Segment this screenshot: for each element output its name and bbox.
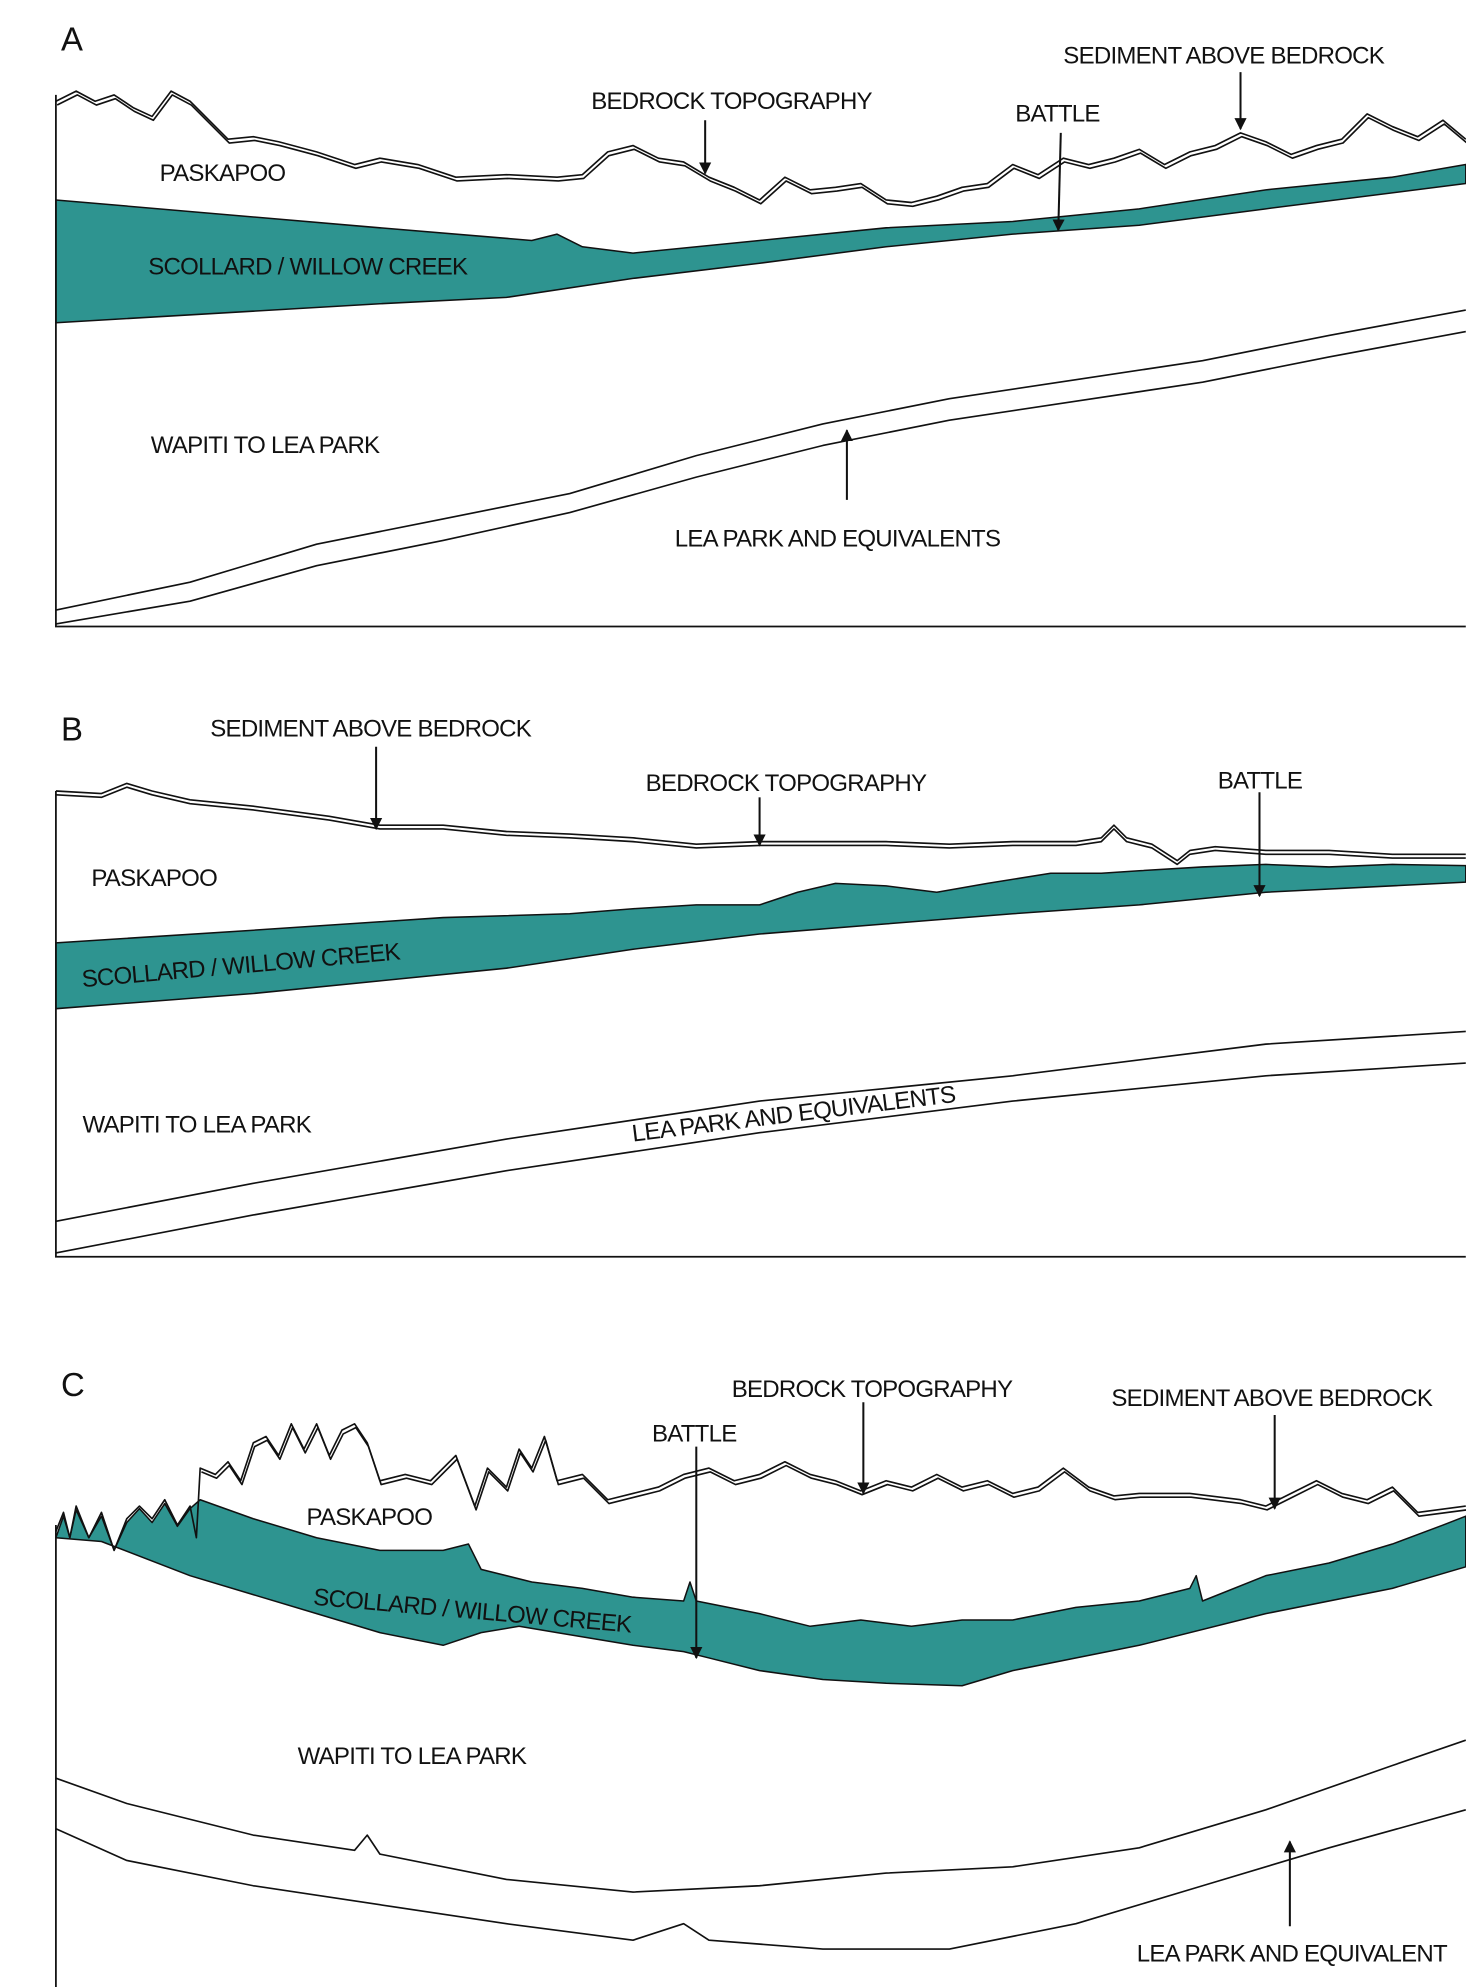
annotation: BEDROCK TOPOGRAPHY xyxy=(591,88,872,115)
panel-label: B xyxy=(61,710,83,747)
annotation: BATTLE xyxy=(652,1421,736,1448)
sediment-line xyxy=(201,1428,1466,1517)
unit-label: PASKAPOO xyxy=(91,865,217,892)
panel-label: C xyxy=(61,1366,85,1403)
panel-c: C BEDROCK TOPOGRAPHY SEDIMENT ABOVE BEDR… xyxy=(56,1366,1466,1987)
unit-label: SCOLLARD / WILLOW CREEK xyxy=(148,254,468,281)
scollard-unit xyxy=(56,1500,1466,1686)
annotation: SEDIMENT ABOVE BEDROCK xyxy=(210,716,531,743)
panel-a: A SEDIMENT ABOVE BEDROCK BEDROCK TOPOGRA… xyxy=(56,21,1466,627)
unit-label: WAPITI TO LEA PARK xyxy=(298,1743,527,1770)
annotation: BATTLE xyxy=(1218,767,1302,794)
cross-sections: A SEDIMENT ABOVE BEDROCK BEDROCK TOPOGRA… xyxy=(0,0,1466,1987)
scollard-unit xyxy=(56,165,1466,323)
lea-park-base xyxy=(56,1810,1466,1949)
arrow xyxy=(1058,133,1061,230)
lea-park-top xyxy=(56,310,1466,610)
lea-park-base xyxy=(56,332,1466,624)
annotation: BEDROCK TOPOGRAPHY xyxy=(646,770,927,797)
annotation: LEA PARK AND EQUIVALENT xyxy=(1137,1941,1448,1968)
frame xyxy=(56,791,1466,1257)
panel-label: A xyxy=(61,21,83,58)
unit-label: PASKAPOO xyxy=(306,1504,432,1531)
annotation: BATTLE xyxy=(1015,100,1099,127)
annotation: BEDROCK TOPOGRAPHY xyxy=(732,1376,1013,1403)
lea-park-top xyxy=(56,1740,1466,1892)
annotation: LEA PARK AND EQUIVALENTS xyxy=(675,526,1000,553)
unit-label: WAPITI TO LEA PARK xyxy=(82,1112,311,1139)
lea-park-base xyxy=(56,1063,1466,1253)
unit-label: PASKAPOO xyxy=(160,160,286,187)
annotation: SEDIMENT ABOVE BEDROCK xyxy=(1063,42,1384,69)
bedrock-topography-line xyxy=(56,787,1466,864)
annotation: SEDIMENT ABOVE BEDROCK xyxy=(1111,1385,1432,1412)
scollard-unit xyxy=(56,864,1466,1008)
panel-b: B SEDIMENT ABOVE BEDROCK BEDROCK TOPOGRA… xyxy=(56,710,1466,1256)
unit-label: WAPITI TO LEA PARK xyxy=(151,432,380,459)
